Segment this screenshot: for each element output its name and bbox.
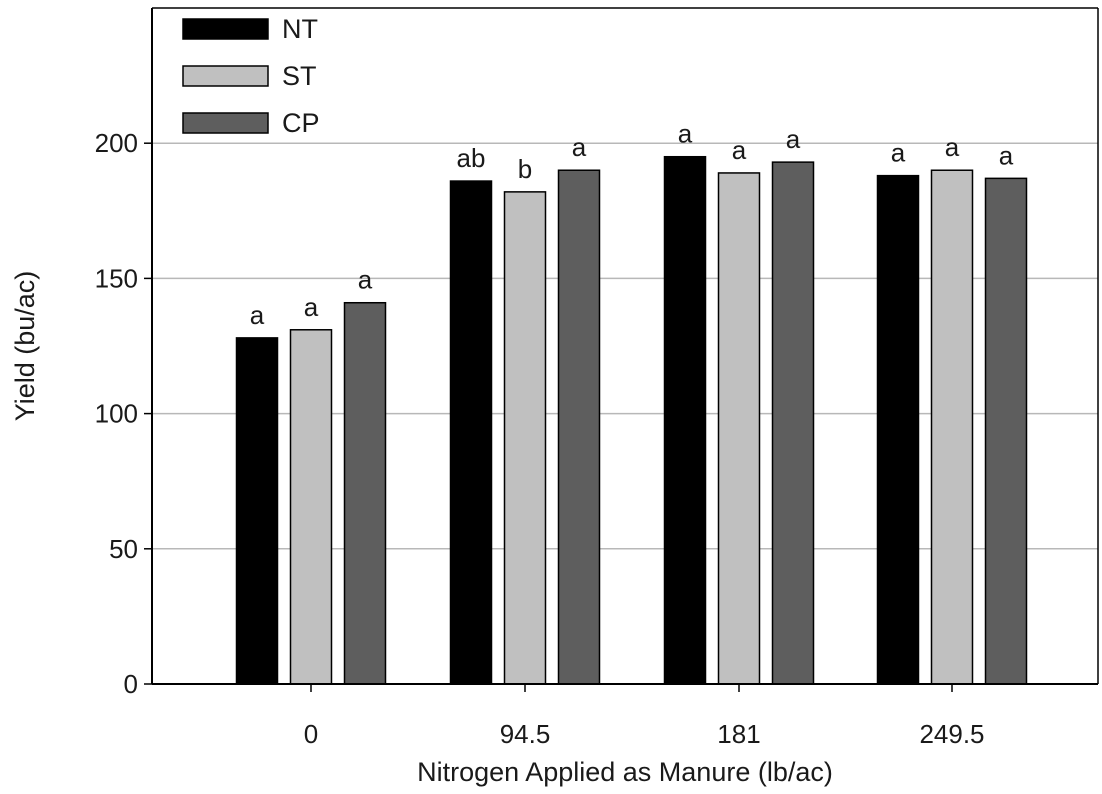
significance-label: a — [945, 132, 960, 162]
bar-cp-1 — [557, 169, 601, 685]
significance-label: a — [678, 119, 693, 149]
significance-label: a — [304, 292, 319, 322]
significance-label: a — [786, 124, 801, 154]
significance-label: a — [572, 132, 587, 162]
x-tick-label: 94.5 — [500, 719, 551, 749]
bar-cp-0 — [343, 301, 387, 685]
significance-label: b — [518, 154, 532, 184]
significance-label: a — [891, 138, 906, 168]
legend-swatch-cp — [182, 112, 269, 134]
significance-label: a — [999, 140, 1014, 170]
y-axis-title: Yield (bu/ac) — [10, 271, 40, 422]
significance-label: ab — [457, 143, 486, 173]
y-tick-label: 100 — [95, 399, 138, 429]
significance-labels: a a a ab b a a a a a a a — [250, 119, 1014, 330]
x-tick-label: 0 — [304, 719, 318, 749]
x-tick-label: 249.5 — [919, 719, 984, 749]
legend-label-cp: CP — [282, 108, 320, 138]
bar-cp-2 — [771, 161, 815, 685]
bar-st-2 — [717, 172, 761, 685]
bars — [235, 155, 1028, 685]
x-axis-title: Nitrogen Applied as Manure (lb/ac) — [417, 757, 833, 787]
legend: NT ST CP — [182, 14, 320, 138]
significance-label: a — [250, 300, 265, 330]
y-tick-label: 200 — [95, 128, 138, 158]
bar-nt-2 — [663, 155, 707, 685]
y-tick-label: 0 — [124, 669, 138, 699]
significance-label: a — [732, 135, 747, 165]
y-ticks: 0 50 100 150 200 — [95, 128, 152, 699]
legend-label-st: ST — [282, 61, 317, 91]
y-tick-label: 50 — [109, 534, 138, 564]
bar-cp-3 — [984, 177, 1028, 685]
bar-nt-1 — [449, 180, 493, 685]
bar-st-0 — [289, 329, 333, 685]
legend-label-nt: NT — [282, 14, 318, 44]
bar-nt-0 — [235, 337, 279, 685]
x-ticks: 0 94.5 181 249.5 — [304, 684, 985, 749]
legend-swatch-nt — [182, 18, 269, 40]
x-tick-label: 181 — [717, 719, 760, 749]
axes — [151, 7, 1099, 685]
bar-st-1 — [503, 191, 547, 685]
legend-swatch-st — [182, 65, 269, 87]
bar-nt-3 — [876, 174, 920, 685]
bar-st-3 — [930, 169, 974, 685]
significance-label: a — [358, 265, 373, 295]
y-tick-label: 150 — [95, 263, 138, 293]
